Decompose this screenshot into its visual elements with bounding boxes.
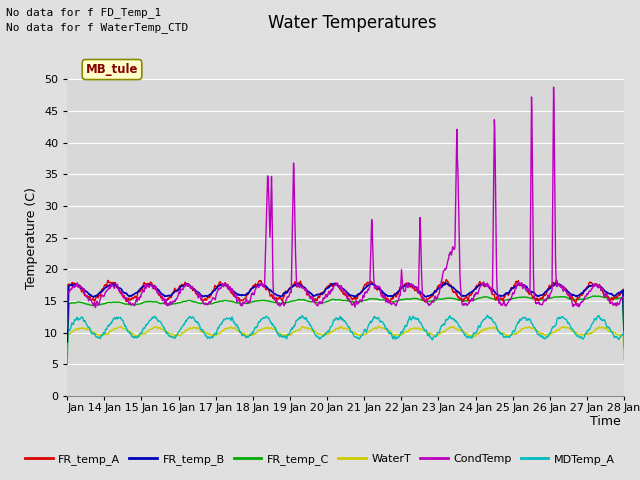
Text: MB_tule: MB_tule bbox=[86, 63, 138, 76]
Text: Time: Time bbox=[590, 415, 621, 428]
Text: Water Temperatures: Water Temperatures bbox=[268, 14, 436, 33]
Y-axis label: Temperature (C): Temperature (C) bbox=[26, 187, 38, 288]
Legend: FR_temp_A, FR_temp_B, FR_temp_C, WaterT, CondTemp, MDTemp_A: FR_temp_A, FR_temp_B, FR_temp_C, WaterT,… bbox=[20, 450, 620, 469]
Text: No data for f FD_Temp_1: No data for f FD_Temp_1 bbox=[6, 7, 162, 18]
Text: No data for f WaterTemp_CTD: No data for f WaterTemp_CTD bbox=[6, 22, 189, 33]
